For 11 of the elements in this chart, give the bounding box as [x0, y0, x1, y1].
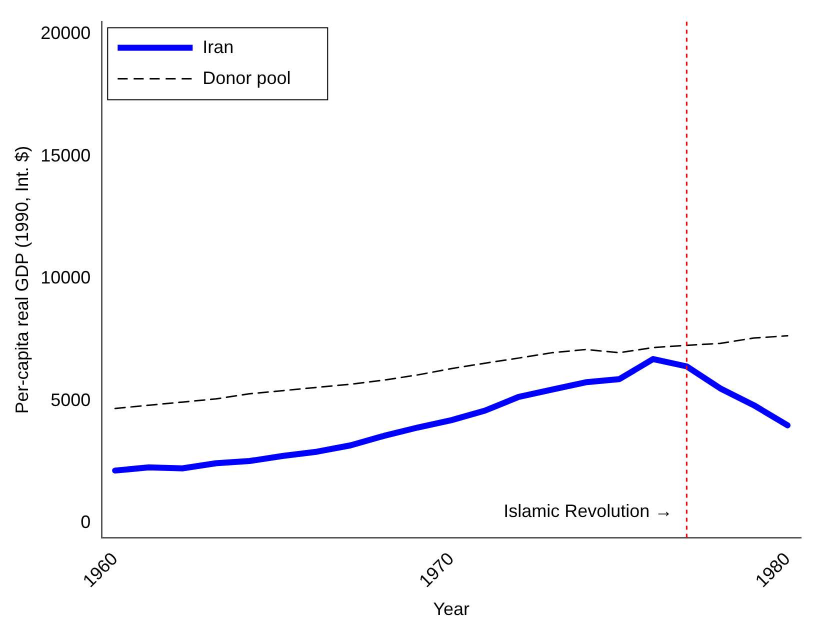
y-tick-label: 15000 [40, 145, 91, 166]
line-series [114, 335, 788, 410]
legend-label: Donor pool [202, 68, 291, 88]
y-tick-label: 0 [80, 512, 91, 532]
y-axis-title: Per-capita real GDP (1990, Int. $) [12, 146, 32, 414]
y-tick-label: 10000 [40, 268, 91, 288]
x-axis-title: Year [433, 599, 470, 620]
legend-label: Iran [202, 36, 234, 57]
y-tick-label: 20000 [40, 22, 91, 43]
y-tick-label: 5000 [50, 390, 91, 410]
annotation: Islamic Revolution → [504, 500, 673, 521]
